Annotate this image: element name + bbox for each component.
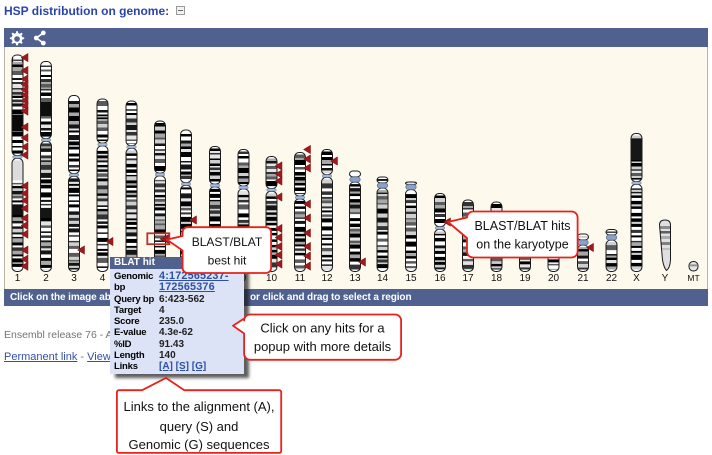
svg-text:2: 2 [43,273,49,284]
svg-text:14: 14 [377,273,389,284]
svg-text:18: 18 [491,273,503,284]
svg-text:4: 4 [100,273,106,284]
svg-text:10: 10 [266,273,278,284]
svg-text:11: 11 [295,273,306,284]
svg-text:Genomic (G) sequences: Genomic (G) sequences [129,437,270,452]
svg-text:3: 3 [71,273,77,284]
svg-text:Y: Y [662,273,669,284]
svg-text:query (S) and: query (S) and [160,419,239,434]
svg-text:12: 12 [321,273,333,284]
svg-text:1: 1 [15,273,21,284]
svg-text:20: 20 [548,273,560,284]
svg-text:BLAST/BLAT: BLAST/BLAT [192,235,263,249]
svg-text:popup with more details: popup with more details [254,339,392,354]
svg-text:BLAST/BLAT hits: BLAST/BLAT hits [474,219,570,233]
svg-text:19: 19 [519,273,531,284]
svg-text:16: 16 [434,273,446,284]
svg-text:Links to the alignment (A),: Links to the alignment (A), [123,399,274,414]
svg-text:17: 17 [462,273,474,284]
svg-text:15: 15 [405,273,417,284]
svg-text:Click on any hits for a: Click on any hits for a [260,321,385,336]
svg-text:MT: MT [687,273,699,283]
svg-text:best hit: best hit [208,254,247,268]
svg-text:21: 21 [577,273,589,284]
svg-text:on the karyotype: on the karyotype [476,238,568,252]
svg-text:13: 13 [349,273,361,284]
svg-text:22: 22 [606,273,618,284]
svg-text:X: X [633,273,640,284]
